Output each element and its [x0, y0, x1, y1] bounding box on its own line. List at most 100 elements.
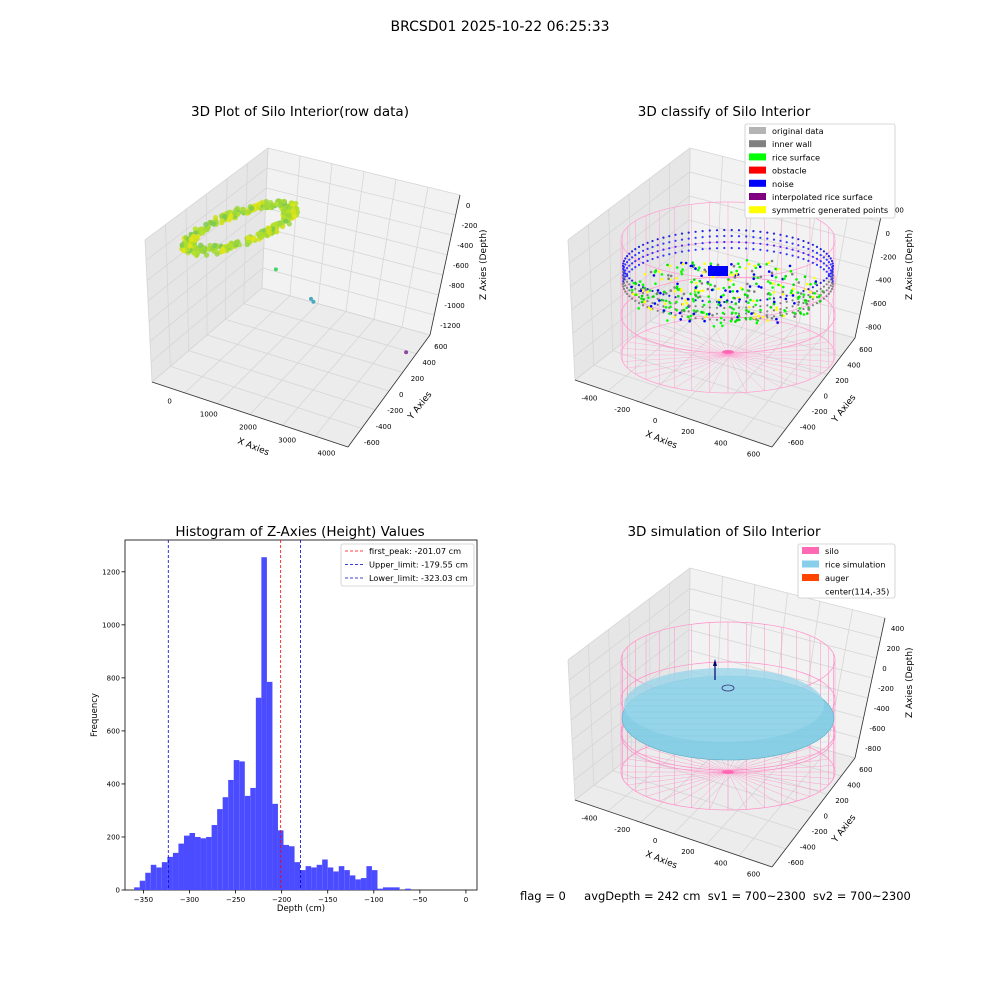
legend-swatch	[802, 560, 819, 568]
surface-point	[770, 259, 774, 263]
surface-point	[717, 303, 720, 306]
grid-line	[572, 243, 689, 334]
x-axis-line	[574, 379, 773, 448]
wall-point	[715, 241, 719, 244]
wall-point	[730, 240, 733, 244]
histogram-bar	[366, 866, 372, 890]
surface-point	[746, 282, 749, 286]
surface-point	[771, 286, 774, 289]
wall-point	[708, 241, 711, 244]
surface-point	[709, 262, 713, 266]
surface-point	[808, 290, 812, 294]
wall-point	[830, 271, 834, 275]
wall-point	[752, 305, 755, 308]
legend: first_peak: -201.07 cm Upper_limit: -179.…	[340, 543, 475, 587]
data-point	[273, 201, 279, 207]
x-tick-label: -400	[581, 815, 597, 823]
surface-point	[637, 307, 640, 310]
silo-spoke	[659, 771, 729, 802]
z-tick-label: 0	[882, 665, 886, 673]
wall-point	[723, 300, 726, 304]
surface-point	[730, 263, 733, 266]
surface-point	[721, 324, 724, 328]
wall-point	[694, 248, 697, 251]
surface-point	[681, 302, 685, 306]
surface-point	[669, 289, 673, 292]
wall-point	[622, 285, 625, 288]
left-pane	[568, 148, 690, 380]
wall-point	[628, 277, 631, 280]
y-tick-label: 1000	[102, 621, 120, 629]
data-point	[273, 267, 278, 272]
grid-line	[612, 350, 800, 412]
surface-point	[713, 284, 717, 288]
surface-point	[797, 296, 800, 299]
legend-label: silo	[825, 546, 839, 556]
silo-center-mark	[722, 350, 734, 354]
histogram-bar	[300, 870, 306, 890]
wall-point	[622, 277, 626, 281]
silo-spoke	[691, 319, 729, 356]
histogram-bar	[388, 887, 395, 890]
z-tick-label: -200	[881, 253, 897, 261]
surface-point	[688, 304, 691, 308]
surface-point	[694, 310, 698, 313]
histogram-bar	[327, 867, 334, 890]
wall-point	[687, 249, 690, 252]
wall-point	[815, 263, 819, 266]
surface-point	[707, 300, 711, 304]
wall-point	[827, 292, 831, 295]
surface-point	[732, 264, 736, 268]
surface-point	[772, 282, 775, 285]
data-point	[188, 236, 195, 242]
surface-point	[803, 275, 807, 279]
wall-point	[785, 253, 788, 256]
surface-point	[727, 278, 730, 281]
wall-point	[752, 248, 755, 251]
z-axis-line	[854, 617, 886, 759]
auger-base	[721, 684, 735, 692]
surface-point	[660, 277, 663, 281]
silo-spoke	[727, 330, 811, 356]
wall-point	[830, 259, 834, 263]
y-tick-label: -600	[788, 859, 804, 867]
wall-point	[766, 298, 769, 301]
wall-point	[642, 249, 645, 252]
wall-point	[759, 248, 762, 251]
wall-point	[829, 263, 832, 266]
wall-point	[651, 289, 654, 293]
surface-point	[702, 311, 705, 314]
data-point	[212, 242, 218, 248]
plot-title: Histogram of Z-Axies (Height) Values	[175, 524, 424, 540]
histogram-bar	[239, 761, 245, 890]
wall-point	[819, 248, 822, 251]
wall-point	[815, 245, 819, 248]
wall-point	[687, 237, 690, 240]
wall-point	[822, 268, 826, 271]
wall-point	[656, 297, 659, 300]
surface-point	[680, 272, 684, 276]
surface-point	[757, 314, 760, 318]
surface-point	[631, 292, 635, 296]
wall-point	[811, 249, 815, 252]
data-point	[224, 244, 230, 250]
wall-point	[759, 299, 762, 302]
rice-surface-top	[624, 668, 824, 742]
surface-point	[666, 319, 669, 322]
surface-point	[769, 281, 772, 285]
y-tick-label: -200	[812, 828, 828, 836]
silo-spoke	[727, 354, 765, 391]
surface-point	[721, 311, 725, 315]
wall-point	[830, 277, 834, 281]
wall-point	[772, 309, 776, 312]
wall-point	[766, 316, 769, 319]
surface-point	[705, 312, 709, 316]
surface-point	[765, 314, 769, 317]
surface-point	[652, 295, 655, 298]
surface-point	[680, 270, 683, 274]
wall-point	[628, 295, 631, 298]
wall-point	[701, 305, 704, 308]
wall-point	[737, 300, 741, 303]
surface-point	[696, 268, 700, 272]
surface-point	[638, 280, 642, 283]
